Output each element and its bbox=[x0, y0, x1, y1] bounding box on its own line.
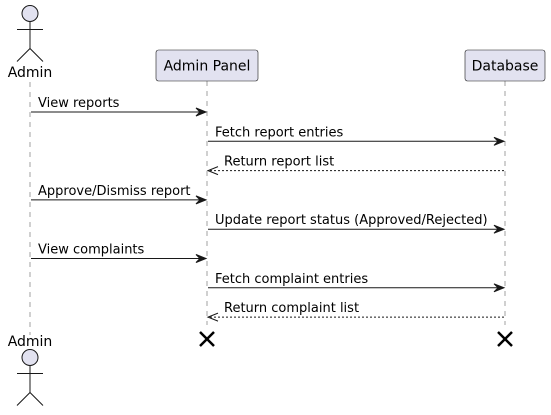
actor-stick-figure-icon bbox=[17, 6, 43, 62]
message-label: View reports bbox=[38, 96, 120, 111]
message-3: Return report list bbox=[208, 155, 504, 175]
message-label: Return report list bbox=[224, 155, 334, 170]
admin-label-top: Admin bbox=[8, 65, 53, 81]
message-label: Update report status (Approved/Rejected) bbox=[215, 213, 488, 228]
arrowhead-icon bbox=[208, 167, 218, 175]
messages: View reports Fetch report entries Return r… bbox=[31, 96, 504, 321]
arrowhead-icon bbox=[208, 313, 218, 321]
admin-actor-bottom: Admin bbox=[8, 334, 53, 406]
message-6: View complaints bbox=[31, 243, 206, 263]
message-8: Return complaint list bbox=[208, 301, 504, 321]
message-7: Fetch complaint entries bbox=[208, 272, 504, 292]
database-box-top: Database bbox=[465, 50, 545, 81]
admin-panel-destroy-icon bbox=[200, 332, 214, 346]
admin-panel-box-top: Admin Panel bbox=[156, 50, 258, 81]
message-label: Fetch complaint entries bbox=[215, 272, 368, 287]
admin-actor-top: Admin bbox=[8, 6, 53, 82]
message-label: Return complaint list bbox=[224, 301, 359, 316]
message-2: Fetch report entries bbox=[208, 125, 504, 145]
message-label: Approve/Dismiss report bbox=[38, 184, 191, 199]
admin-panel-label: Admin Panel bbox=[164, 59, 251, 75]
message-label: View complaints bbox=[38, 243, 145, 258]
database-destroy-icon bbox=[498, 332, 512, 346]
actor-stick-figure-icon bbox=[17, 350, 43, 406]
message-label: Fetch report entries bbox=[215, 125, 344, 140]
admin-label-bottom: Admin bbox=[8, 334, 53, 350]
message-1: View reports bbox=[31, 96, 206, 116]
message-5: Update report status (Approved/Rejected) bbox=[208, 213, 504, 233]
message-4: Approve/Dismiss report bbox=[31, 184, 206, 204]
database-label: Database bbox=[472, 59, 539, 75]
